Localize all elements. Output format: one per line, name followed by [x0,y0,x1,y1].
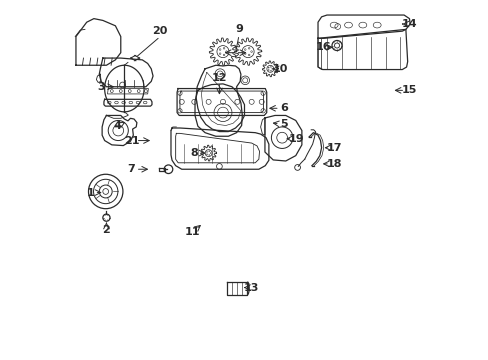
Text: 6: 6 [280,103,287,113]
Text: 3: 3 [97,82,104,92]
Text: 19: 19 [288,134,304,144]
Text: 16: 16 [315,42,330,52]
Text: 10: 10 [272,64,287,74]
Text: 14: 14 [401,19,416,29]
Text: 11: 11 [184,227,200,237]
Text: 5: 5 [280,120,287,129]
Text: 8: 8 [190,148,198,158]
Text: 17: 17 [325,143,341,153]
Text: 13: 13 [244,283,259,293]
Text: 18: 18 [325,159,341,169]
Text: 4: 4 [113,121,121,131]
Text: 7: 7 [127,164,135,174]
Text: 1: 1 [86,188,94,198]
Text: 9: 9 [235,24,243,35]
Text: 21: 21 [123,136,139,145]
Text: 20: 20 [152,26,167,36]
Text: 2: 2 [102,225,110,235]
Text: 15: 15 [401,85,416,95]
Text: 12: 12 [211,73,227,83]
